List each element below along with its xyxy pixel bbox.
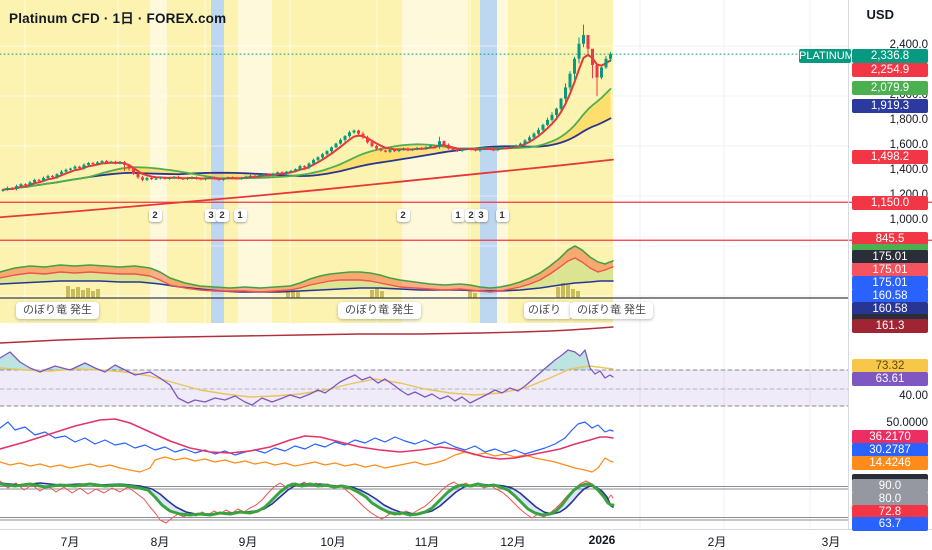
highlight-band-yellow — [468, 0, 480, 323]
highlight-band-cream — [150, 0, 167, 323]
time-scale[interactable] — [0, 529, 932, 550]
highlight-band-blue — [480, 0, 497, 323]
symbol-title[interactable]: Platinum CFD · 1日 · FOREX.com — [9, 11, 227, 26]
highlight-band-cream — [497, 0, 508, 323]
price-scale[interactable] — [848, 0, 932, 529]
currency-label: USD — [866, 7, 894, 22]
highlight-band-yellow — [224, 0, 238, 323]
highlight-band-blue — [211, 0, 224, 323]
